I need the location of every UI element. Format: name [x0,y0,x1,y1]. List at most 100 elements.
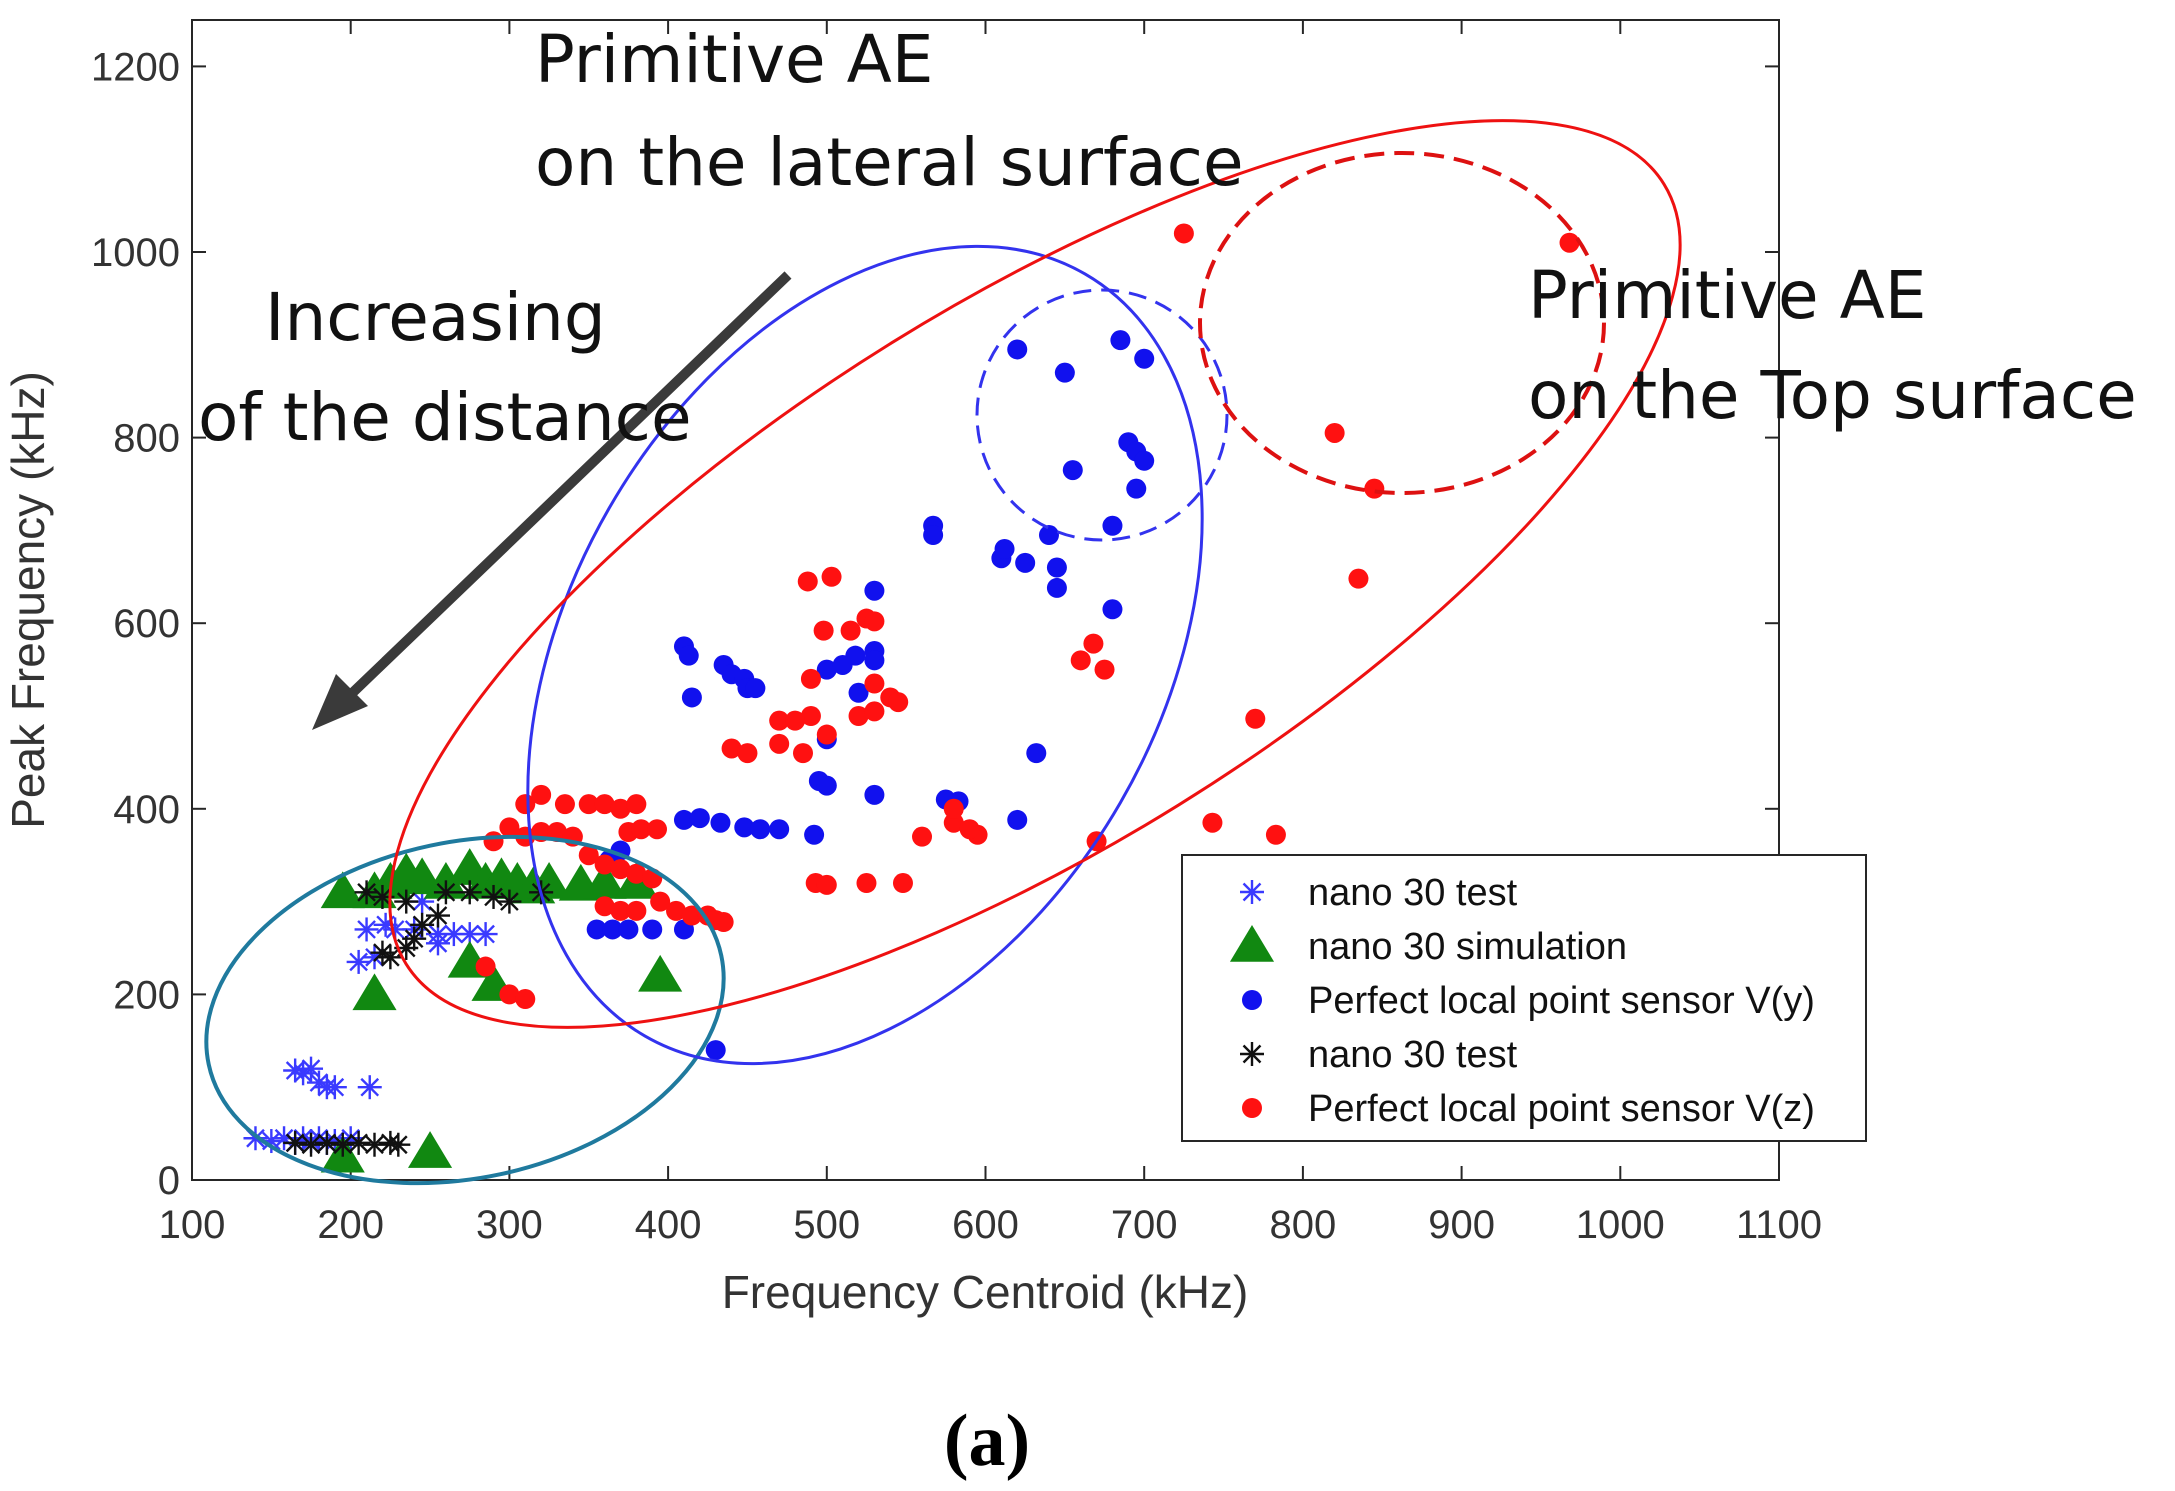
data-point [362,1132,387,1157]
data-point [626,794,647,815]
data-point [681,905,702,926]
data-point [797,571,818,592]
data-point [681,687,702,708]
data-point [705,1040,726,1061]
data-point [737,743,758,764]
data-point [610,859,631,880]
data-point [483,831,504,852]
data-point [800,668,821,689]
data-point [410,912,435,937]
data-point [813,620,834,641]
data-point [610,900,631,921]
data-point [864,673,885,694]
annotation-distance-line1: Increasing [265,279,606,356]
data-point [357,1075,382,1100]
data-point [497,889,522,914]
outline-lateral-blue-ellipse [526,244,1204,1066]
data-point [1026,743,1047,764]
data-point [1173,223,1194,244]
data-point [394,889,419,914]
data-point [408,1131,453,1168]
annotation-top-line1: Primitive AE [1528,257,1926,334]
data-point [650,891,671,912]
data-point [923,525,944,546]
x-tick-label: 700 [1111,1203,1178,1247]
data-point [769,733,790,754]
data-point [816,874,837,895]
data-point [594,794,615,815]
data-point [582,862,627,899]
data-point [299,1056,324,1081]
data-point [594,854,615,875]
data-point [1054,362,1075,383]
outline-near-teal-ellipse [204,834,726,1186]
data-point [1364,478,1385,499]
data-point [673,809,694,830]
data-point [816,659,837,680]
data-point [713,912,734,933]
data-point [959,819,980,840]
data-point [912,826,933,847]
annotation-top-line2: on the Top surface [1528,357,2137,434]
data-point [848,682,869,703]
legend: nano 30 test nano 30 simulation Perfect lo… [1181,854,1867,1142]
data-point [425,903,450,928]
data-point [352,973,397,1011]
y-tick-label: 1200 [91,45,180,89]
data-point [554,794,575,815]
data-point [892,873,913,894]
data-point [586,919,607,940]
data-point [1046,557,1067,578]
data-point [1007,339,1028,360]
legend-marker [1240,1042,1264,1066]
data-point [1062,460,1083,481]
data-point [457,880,482,905]
data-point [864,650,885,671]
data-point [689,808,710,829]
y-tick-label: 0 [158,1159,180,1203]
data-point [1348,568,1369,589]
legend-entries: nano 30 test nano 30 simulation Perfect lo… [1229,872,1815,1130]
data-point [547,822,568,842]
figure-caption: (a) [944,1400,1030,1482]
data-point [346,1130,371,1155]
data-point [378,945,403,970]
data-point [666,900,687,921]
data-point [473,922,498,947]
data-point [602,919,623,940]
data-point [864,701,885,722]
x-tick-label: 1000 [1576,1203,1665,1247]
data-point [1102,599,1123,620]
data-point [646,819,667,840]
x-tick-label: 300 [476,1203,543,1247]
y-tick-label: 800 [113,417,180,461]
data-point [1046,577,1067,598]
data-point [1038,525,1059,546]
x-tick-label: 400 [635,1203,702,1247]
data-point [626,863,647,884]
data-point [816,775,837,796]
legend-label: Perfect local point sensor V(y) [1308,980,1815,1022]
data-point [322,1075,347,1100]
y-axis-label: Peak Frequency (kHz) [2,371,54,829]
data-point [721,738,742,759]
axis-ticks [191,20,1780,1181]
legend-label: nano 30 simulation [1308,926,1627,968]
outline-blue-dashed-ellipse [975,288,1229,542]
data-point [804,824,825,845]
axis-tick-labels: 100 200 300 400 500 600 700 800 900 1000 1100 0 200 4… [91,45,1822,1247]
data-point [499,984,520,1005]
data-point [1110,330,1131,351]
data-point [1083,633,1104,654]
data-point [618,919,639,940]
x-axis-label: Frequency Centroid (kHz) [722,1266,1249,1318]
data-point [578,794,599,815]
data-point [734,817,755,838]
legend-label: nano 30 test [1308,1034,1518,1076]
data-point [785,710,806,731]
data-point [1094,659,1115,680]
annotation-lateral-line2: on the lateral surface [535,124,1244,201]
data-point [994,538,1015,559]
data-point [864,784,885,805]
